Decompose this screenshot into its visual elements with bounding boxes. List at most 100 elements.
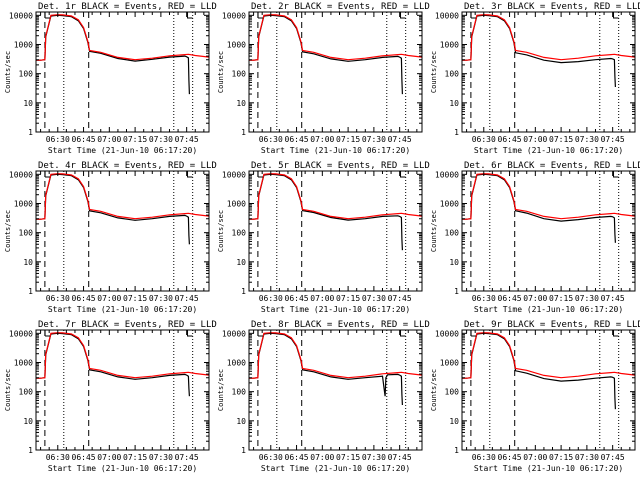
x-tick-label: 06:30 xyxy=(46,135,70,144)
x-tick-label: 07:00 xyxy=(310,294,334,303)
events-series-line xyxy=(462,173,616,243)
y-axis-label: Counts/sec xyxy=(4,369,12,411)
y-tick-label: 1 xyxy=(241,287,246,296)
x-tick-label: 07:15 xyxy=(336,135,360,144)
y-tick-label: 100 xyxy=(232,70,247,79)
x-tick-label: 06:30 xyxy=(259,294,283,303)
y-tick-label: 10 xyxy=(449,99,459,108)
events-series-line xyxy=(249,332,403,406)
y-axis-label: Counts/sec xyxy=(430,51,438,93)
x-tick-label: 07:00 xyxy=(97,294,121,303)
events-series-line xyxy=(36,332,190,397)
x-tick-label: 06:45 xyxy=(72,135,96,144)
interval-bracket-right xyxy=(187,171,193,178)
y-tick-label: 1 xyxy=(454,128,459,137)
x-axis-label: Start Time (21-Jun-10 06:17:20) xyxy=(48,305,197,314)
x-tick-label: 06:30 xyxy=(472,135,496,144)
lld-series-line xyxy=(249,173,423,220)
x-tick-label: 07:15 xyxy=(336,453,360,462)
events-series-line xyxy=(249,173,403,251)
y-tick-label: 10000 xyxy=(435,11,459,20)
x-tick-label: 06:30 xyxy=(46,294,70,303)
y-tick-label: 100 xyxy=(232,388,247,397)
lld-series-line xyxy=(462,173,636,220)
y-tick-label: 1 xyxy=(454,446,459,455)
x-tick-label: 07:15 xyxy=(123,294,147,303)
y-tick-label: 1000 xyxy=(227,358,246,367)
y-tick-label: 10000 xyxy=(9,11,33,20)
panel-title: Det. 9r BLACK = Events, RED = LLD xyxy=(464,320,640,330)
detector-panel: 1 10 100 1000 10000 06:30 06:45 07:00 07:15 07:30… xyxy=(4,320,217,473)
y-tick-label: 1000 xyxy=(14,40,33,49)
x-axis-label: Start Time (21-Jun-10 06:17:20) xyxy=(48,146,197,155)
interval-bracket-right xyxy=(613,171,619,178)
y-tick-label: 10000 xyxy=(9,329,33,338)
y-tick-label: 10000 xyxy=(222,329,246,338)
plot-frame xyxy=(248,329,423,451)
x-tick-label: 06:30 xyxy=(259,453,283,462)
y-tick-label: 1 xyxy=(28,287,33,296)
x-tick-label: 07:00 xyxy=(97,453,121,462)
y-tick-label: 10 xyxy=(23,417,33,426)
x-tick-label: 07:00 xyxy=(310,453,334,462)
plot-frame xyxy=(248,11,423,133)
x-axis-label: Start Time (21-Jun-10 06:17:20) xyxy=(474,464,623,473)
y-tick-label: 10 xyxy=(236,258,246,267)
x-tick-label: 07:45 xyxy=(601,453,625,462)
lld-series-line xyxy=(36,14,210,61)
y-axis-label: Counts/sec xyxy=(4,51,12,93)
y-tick-label: 1 xyxy=(454,287,459,296)
interval-bracket-right xyxy=(400,171,406,178)
x-tick-label: 07:00 xyxy=(523,294,547,303)
interval-bracket-right xyxy=(187,12,193,19)
interval-bracket-right xyxy=(187,330,193,337)
panel-title: Det. 5r BLACK = Events, RED = LLD xyxy=(251,161,430,171)
y-tick-label: 100 xyxy=(19,70,34,79)
x-tick-label: 07:30 xyxy=(149,453,173,462)
interval-bracket-right xyxy=(613,330,619,337)
x-tick-label: 07:30 xyxy=(575,294,599,303)
x-tick-label: 07:15 xyxy=(549,453,573,462)
plot-frame xyxy=(248,170,423,292)
y-tick-label: 1000 xyxy=(227,40,246,49)
x-tick-label: 06:30 xyxy=(46,453,70,462)
x-tick-label: 07:15 xyxy=(123,135,147,144)
x-tick-label: 07:45 xyxy=(388,294,412,303)
y-tick-label: 1000 xyxy=(227,199,246,208)
y-tick-label: 10 xyxy=(236,99,246,108)
plot-frame xyxy=(461,11,636,133)
x-tick-label: 07:45 xyxy=(388,135,412,144)
panel-title: Det. 1r BLACK = Events, RED = LLD xyxy=(38,2,217,12)
y-tick-label: 1 xyxy=(241,446,246,455)
y-tick-label: 10 xyxy=(236,417,246,426)
x-tick-label: 07:00 xyxy=(523,135,547,144)
detector-panel: 1 10 100 1000 10000 06:30 06:45 07:00 07:15 07:30… xyxy=(430,2,640,155)
x-tick-label: 07:30 xyxy=(362,294,386,303)
detector-panel: 1 10 100 1000 10000 06:30 06:45 07:00 07:15 07:30… xyxy=(4,2,217,155)
plot-frame xyxy=(35,11,210,133)
plot-frame xyxy=(35,329,210,451)
y-tick-label: 10 xyxy=(449,417,459,426)
y-tick-label: 10 xyxy=(23,258,33,267)
lld-series-line xyxy=(36,332,210,379)
interval-bracket-right xyxy=(400,330,406,337)
y-tick-label: 1000 xyxy=(14,358,33,367)
x-tick-label: 07:30 xyxy=(575,453,599,462)
x-tick-label: 07:15 xyxy=(123,453,147,462)
events-series-line xyxy=(249,14,403,95)
y-tick-label: 10000 xyxy=(9,170,33,179)
x-tick-label: 07:30 xyxy=(149,135,173,144)
y-tick-label: 10000 xyxy=(435,329,459,338)
y-axis-label: Counts/sec xyxy=(430,369,438,411)
x-axis-label: Start Time (21-Jun-10 06:17:20) xyxy=(474,146,623,155)
plot-frame xyxy=(461,329,636,451)
y-axis-label: Counts/sec xyxy=(4,210,12,252)
x-tick-label: 07:30 xyxy=(575,135,599,144)
y-axis-label: Counts/sec xyxy=(217,210,225,252)
lld-series-line xyxy=(249,332,423,379)
x-tick-label: 06:30 xyxy=(472,453,496,462)
detector-panel: 1 10 100 1000 10000 06:30 06:45 07:00 07:15 07:30… xyxy=(4,161,217,314)
x-tick-label: 07:45 xyxy=(175,453,199,462)
y-tick-label: 100 xyxy=(19,388,34,397)
